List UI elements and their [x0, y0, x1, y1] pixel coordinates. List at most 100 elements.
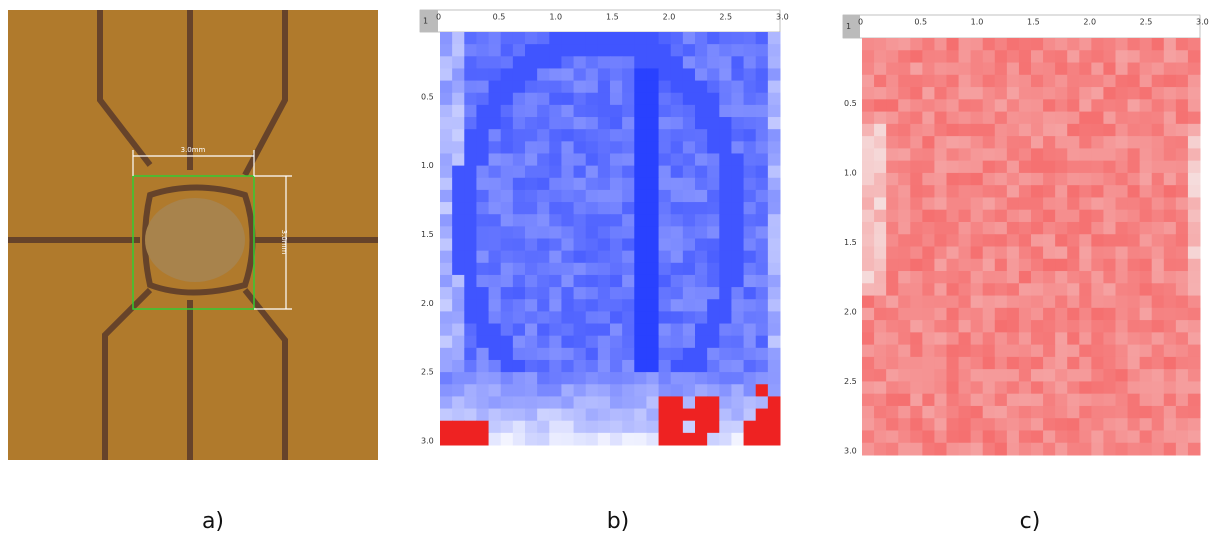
heat-cell	[695, 165, 708, 179]
heat-cell	[982, 246, 996, 260]
heat-cell	[512, 274, 526, 288]
heat-cell	[1031, 234, 1044, 247]
heat-cell	[1031, 62, 1044, 76]
heat-cell	[970, 234, 984, 247]
heat-cell	[1187, 221, 1201, 235]
heat-cell	[767, 359, 781, 373]
heat-cell	[525, 202, 538, 215]
heat-cell	[982, 344, 996, 358]
heat-cell	[1151, 442, 1165, 456]
heat-cell	[537, 189, 550, 203]
heat-cell	[743, 396, 757, 410]
heat-cell	[1079, 136, 1092, 149]
heat-cell	[573, 226, 587, 239]
heat-cell	[1091, 246, 1104, 260]
heat-cell	[452, 80, 465, 94]
heat-cell	[958, 185, 972, 198]
heat-cell	[707, 214, 720, 227]
heat-cell	[1115, 307, 1129, 321]
heat-cell	[622, 408, 635, 422]
heat-cell	[537, 153, 550, 167]
heat-cell	[695, 117, 708, 130]
heat-cell	[512, 202, 526, 215]
heat-cell	[1139, 172, 1153, 186]
heat-cell	[946, 99, 960, 113]
heat-cell	[958, 87, 972, 100]
heat-cell	[1006, 295, 1020, 309]
heat-cell	[646, 432, 660, 446]
heat-cell	[1043, 221, 1056, 235]
heat-cell	[731, 129, 745, 142]
heat-cell	[670, 262, 684, 276]
heat-cell	[634, 104, 647, 118]
heat-cell	[573, 262, 587, 276]
heat-cell	[585, 287, 599, 300]
heat-cell	[767, 250, 781, 264]
heat-cell	[464, 104, 477, 118]
heat-cell	[886, 50, 899, 64]
heat-cell	[946, 320, 960, 333]
heat-cell	[970, 442, 984, 456]
heat-cell	[1163, 172, 1177, 186]
heat-cell	[755, 189, 769, 203]
heat-cell	[958, 209, 972, 223]
heat-cell	[898, 99, 911, 113]
heat-cell	[1103, 246, 1116, 260]
heat-cell	[549, 189, 562, 203]
heat-cell	[512, 359, 526, 373]
heat-cell	[958, 197, 972, 211]
heat-cell	[658, 80, 672, 94]
heat-cell	[707, 347, 720, 361]
heat-cell	[946, 344, 960, 358]
heat-cell	[500, 299, 514, 312]
heat-cell	[695, 335, 708, 349]
heat-cell	[695, 384, 708, 397]
heat-cell	[1079, 111, 1092, 125]
heat-cell	[573, 56, 587, 69]
heat-cell	[670, 202, 684, 215]
heat-cell	[982, 320, 996, 333]
heat-cell	[719, 384, 732, 397]
heat-cell	[573, 129, 587, 142]
heat-cell	[1187, 320, 1201, 333]
heat-cell	[731, 384, 745, 397]
heat-cell	[958, 123, 972, 137]
heatmap-b: 1 0 0.5 1.0 1.5 2.0 2.5 3.00.51.01.52.02.53.0	[419, 9, 789, 446]
heat-cell	[634, 432, 647, 446]
heat-cell	[719, 177, 732, 191]
heat-cell	[1055, 369, 1068, 382]
heat-cell	[707, 56, 720, 69]
heat-cell	[658, 165, 672, 179]
heat-cell	[670, 311, 684, 325]
heat-cell	[1175, 234, 1189, 247]
heat-cell	[982, 123, 996, 137]
heat-cell	[767, 372, 781, 385]
heat-cell	[898, 234, 911, 247]
heat-cell	[585, 214, 599, 227]
heat-cell	[1175, 246, 1189, 260]
heat-cell	[1187, 185, 1201, 198]
heat-cell	[1091, 50, 1104, 64]
heat-cell	[1127, 405, 1141, 419]
heat-cell	[886, 442, 899, 456]
heat-cell	[946, 160, 960, 174]
heat-cell	[658, 335, 672, 349]
heat-cell	[707, 432, 720, 446]
heat-cell	[1018, 209, 1032, 223]
heat-cell	[767, 420, 781, 434]
heat-cell	[537, 80, 550, 94]
heat-cell	[464, 347, 477, 361]
heat-cell	[934, 283, 947, 297]
heat-cell	[1091, 38, 1104, 51]
heat-cell	[610, 226, 623, 239]
heat-cell	[743, 153, 757, 167]
heat-cell	[670, 92, 684, 106]
heat-cell	[500, 189, 514, 203]
heat-cell	[1055, 307, 1068, 321]
heat-cell	[597, 117, 611, 130]
heat-cell	[452, 214, 465, 227]
heat-cell	[1043, 320, 1056, 333]
heat-cell	[1079, 123, 1092, 137]
heat-cell	[537, 408, 550, 422]
heat-cell	[719, 165, 732, 179]
